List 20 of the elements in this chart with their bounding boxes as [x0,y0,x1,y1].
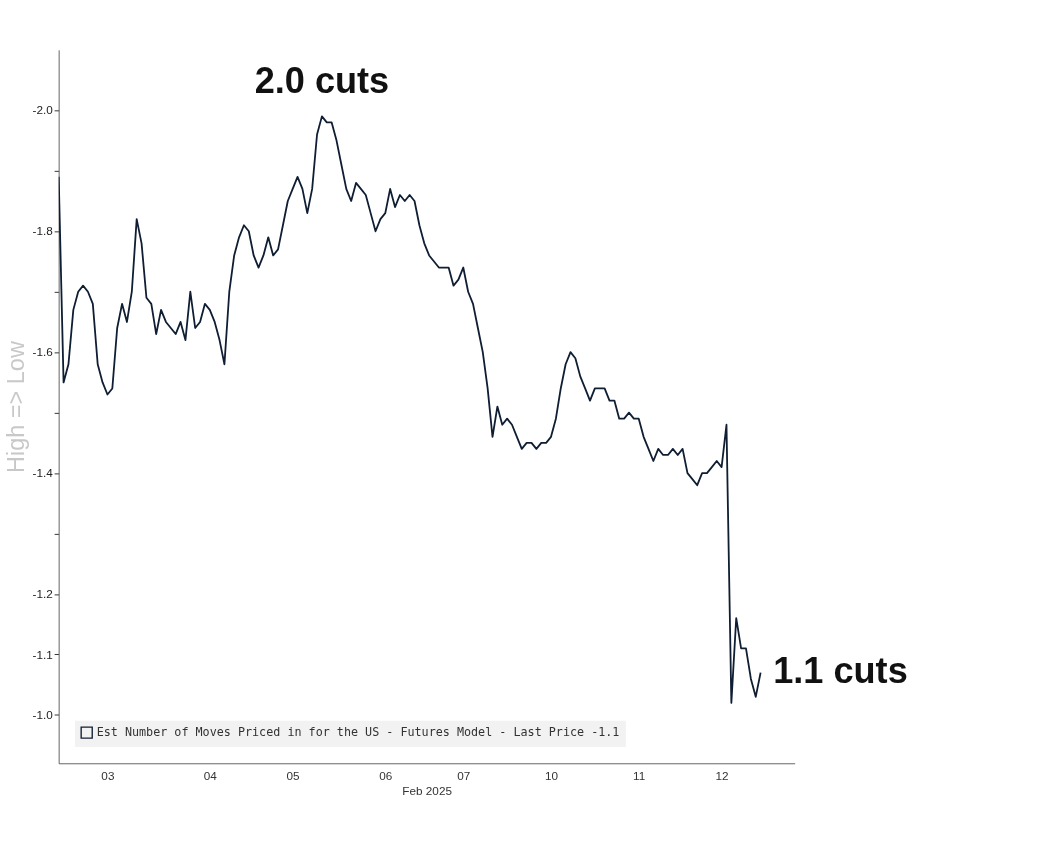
line-series [58,115,762,704]
x-tick-label: 07 [457,769,471,783]
x-axis-title: Feb 2025 [402,784,453,798]
annotation: 2.0 cuts [254,59,390,101]
x-tick-label: 04 [203,769,218,783]
x-tick-label: 12 [715,769,729,783]
y-tick-label: -1.8 [32,224,54,238]
x-tick-label: 05 [286,769,301,783]
y-tick-label: -2.0 [32,103,54,117]
legend-label: Est Number of Moves Priced in for the US - Futures Model - Last Price -1.1 [96,725,620,740]
y-tick-label: -1.2 [32,587,53,601]
annotation: 1.1 cuts [773,650,908,692]
y-tick-label: -1.1 [32,647,53,661]
y-tick-label: -1.6 [32,345,54,359]
x-tick-label: 03 [101,769,115,783]
y-tick-label: -1.0 [32,708,54,722]
y-tick-label: -1.4 [32,466,54,480]
x-tick-label: 10 [544,769,559,783]
x-tick-label: 11 [633,769,646,783]
x-tick-label: 06 [379,769,393,783]
